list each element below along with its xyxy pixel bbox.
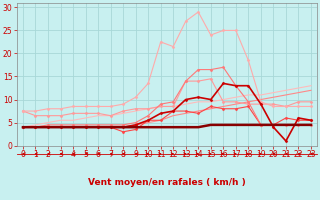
X-axis label: Vent moyen/en rafales ( km/h ): Vent moyen/en rafales ( km/h ) xyxy=(88,178,246,187)
